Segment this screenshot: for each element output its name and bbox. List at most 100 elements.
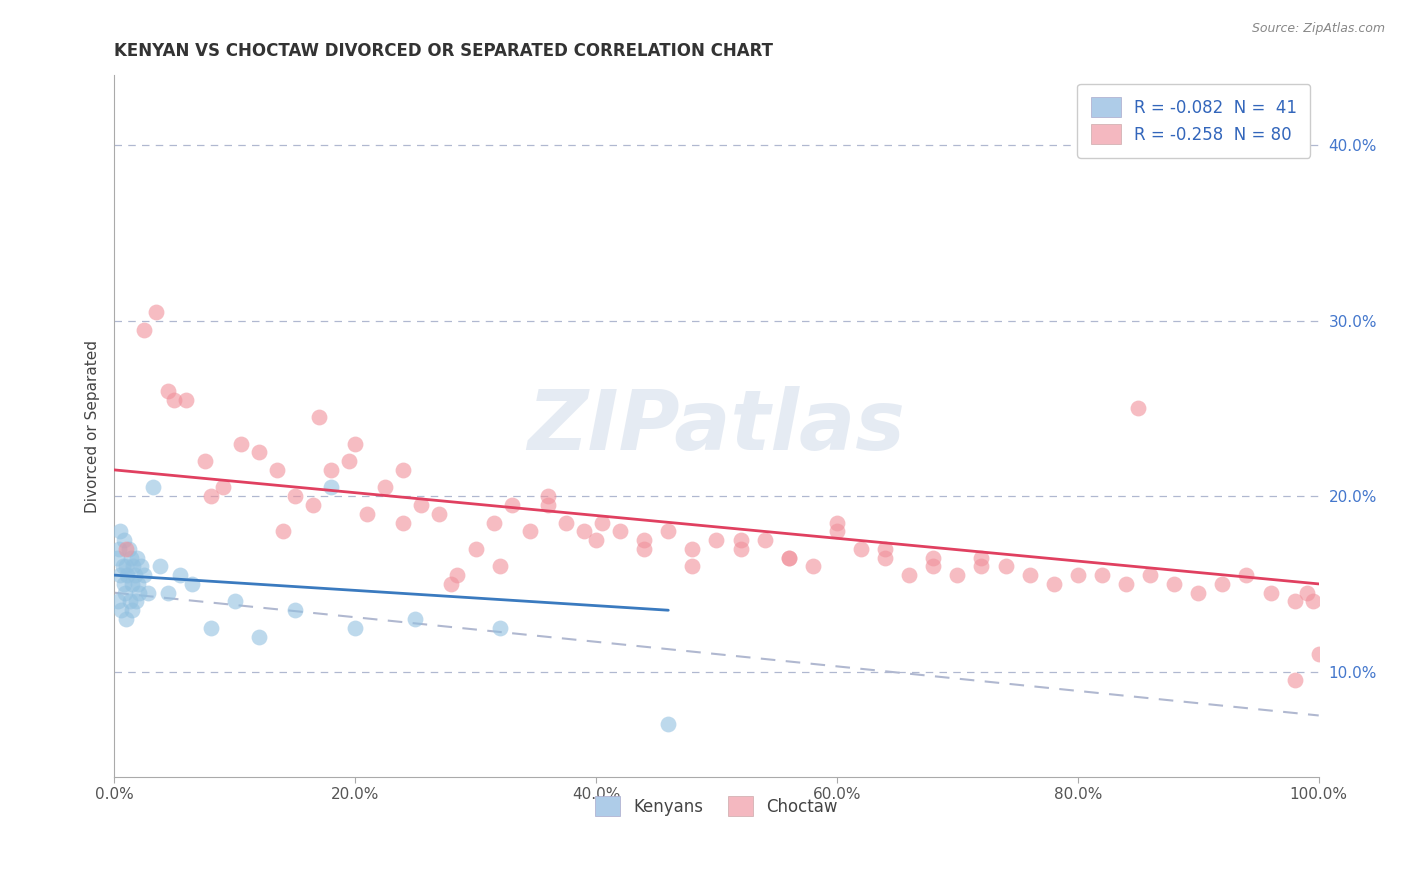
Point	[117, 568, 139, 582]
Point	[247, 445, 270, 459]
Point	[1260, 585, 1282, 599]
Point	[1115, 577, 1137, 591]
Point	[946, 568, 969, 582]
Point	[107, 594, 129, 608]
Point	[115, 612, 138, 626]
Point	[411, 498, 433, 512]
Point	[121, 603, 143, 617]
Point	[1042, 577, 1064, 591]
Point	[1284, 673, 1306, 688]
Point	[157, 384, 180, 398]
Point	[922, 550, 945, 565]
Point	[229, 436, 252, 450]
Point	[105, 550, 128, 565]
Y-axis label: Divorced or Separated: Divorced or Separated	[86, 340, 100, 513]
Point	[591, 516, 613, 530]
Point	[1211, 577, 1233, 591]
Point	[1284, 594, 1306, 608]
Point	[488, 559, 510, 574]
Point	[211, 480, 233, 494]
Point	[970, 559, 993, 574]
Point	[136, 585, 159, 599]
Point	[1187, 585, 1209, 599]
Point	[1308, 647, 1330, 661]
Point	[112, 533, 135, 547]
Point	[125, 594, 148, 608]
Point	[108, 541, 131, 556]
Point	[157, 585, 180, 599]
Point	[302, 498, 325, 512]
Point	[271, 524, 294, 539]
Point	[163, 392, 186, 407]
Point	[284, 489, 307, 503]
Point	[1236, 568, 1258, 582]
Point	[875, 550, 897, 565]
Point	[124, 568, 146, 582]
Point	[572, 524, 595, 539]
Point	[1139, 568, 1161, 582]
Point	[108, 568, 131, 582]
Point	[181, 577, 204, 591]
Legend: Kenyans, Choctaw: Kenyans, Choctaw	[586, 788, 846, 825]
Point	[145, 305, 167, 319]
Point	[127, 577, 149, 591]
Point	[247, 630, 270, 644]
Point	[200, 621, 222, 635]
Point	[537, 498, 560, 512]
Point	[585, 533, 607, 547]
Point	[849, 541, 872, 556]
Point	[128, 585, 150, 599]
Point	[994, 559, 1017, 574]
Point	[122, 559, 145, 574]
Point	[488, 621, 510, 635]
Point	[404, 612, 426, 626]
Point	[356, 507, 378, 521]
Point	[117, 541, 139, 556]
Point	[519, 524, 541, 539]
Point	[1067, 568, 1090, 582]
Point	[319, 463, 342, 477]
Point	[801, 559, 824, 574]
Point	[609, 524, 631, 539]
Point	[149, 559, 172, 574]
Text: ZIPatlas: ZIPatlas	[527, 385, 905, 467]
Point	[134, 568, 156, 582]
Point	[284, 603, 307, 617]
Point	[681, 541, 703, 556]
Point	[200, 489, 222, 503]
Point	[125, 550, 148, 565]
Point	[344, 621, 367, 635]
Point	[112, 577, 135, 591]
Text: KENYAN VS CHOCTAW DIVORCED OR SEPARATED CORRELATION CHART: KENYAN VS CHOCTAW DIVORCED OR SEPARATED …	[114, 42, 773, 60]
Point	[374, 480, 396, 494]
Point	[111, 559, 134, 574]
Point	[501, 498, 523, 512]
Point	[446, 568, 468, 582]
Point	[657, 524, 679, 539]
Point	[193, 454, 215, 468]
Point	[1091, 568, 1114, 582]
Point	[115, 559, 138, 574]
Text: Source: ZipAtlas.com: Source: ZipAtlas.com	[1251, 22, 1385, 36]
Point	[266, 463, 288, 477]
Point	[337, 454, 360, 468]
Point	[754, 533, 776, 547]
Point	[898, 568, 921, 582]
Point	[344, 436, 367, 450]
Point	[778, 550, 800, 565]
Point	[1018, 568, 1040, 582]
Point	[169, 568, 191, 582]
Point	[875, 541, 897, 556]
Point	[1163, 577, 1185, 591]
Point	[730, 533, 752, 547]
Point	[778, 550, 800, 565]
Point	[129, 559, 152, 574]
Point	[730, 541, 752, 556]
Point	[308, 410, 330, 425]
Point	[1295, 585, 1317, 599]
Point	[825, 516, 848, 530]
Point	[1302, 594, 1324, 608]
Point	[319, 480, 342, 494]
Point	[706, 533, 728, 547]
Point	[633, 541, 655, 556]
